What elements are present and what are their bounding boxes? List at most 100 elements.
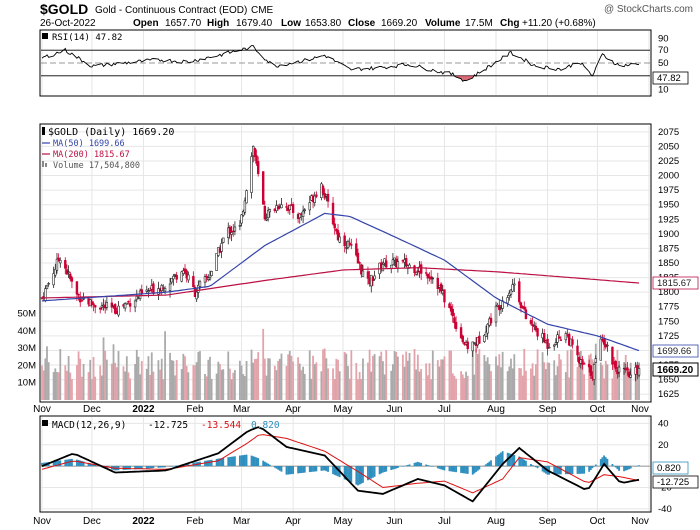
- volume-bar: [390, 370, 393, 400]
- close-value-box: 1669.20: [652, 362, 699, 377]
- x-axis-tick-label: Nov: [33, 404, 51, 415]
- volume-bar: [523, 348, 526, 400]
- x-axis-tick-label: Nov: [631, 516, 649, 527]
- candle-body: [553, 344, 556, 347]
- macd-histogram-bar: [207, 460, 210, 467]
- volume-bar: [448, 350, 451, 400]
- macd-histogram-bar: [591, 466, 594, 469]
- candle-body: [291, 204, 295, 213]
- volume-bar: [174, 375, 176, 400]
- volume-bar: [535, 364, 537, 400]
- rsi-tick-label: 10: [658, 85, 669, 96]
- macd-histogram-bar: [262, 460, 265, 467]
- macd-histogram-bar: [380, 466, 383, 474]
- candle-body: [554, 342, 558, 345]
- volume-bar: [255, 358, 258, 400]
- volume-bar: [220, 369, 223, 400]
- macd-histogram-bar: [613, 465, 615, 467]
- x-axis-tick-label: Apr: [285, 404, 301, 415]
- candle-body: [557, 336, 561, 339]
- rsi-value-box: 47.82: [652, 71, 689, 85]
- volume-bar: [553, 360, 556, 400]
- macd-histogram-bar: [357, 466, 359, 486]
- x-axis-tick-label: 2022: [132, 404, 155, 415]
- ma200-legend-text: MA(200) 1815.67: [53, 150, 130, 160]
- macd-histogram-bar: [405, 465, 408, 467]
- volume-bar: [134, 363, 137, 400]
- candle-body: [203, 276, 207, 283]
- volume-bar: [320, 371, 323, 400]
- volume-bar: [125, 356, 128, 400]
- volume-bar: [500, 367, 502, 400]
- macd-histogram-bar: [298, 466, 301, 474]
- volume-bar: [571, 349, 574, 400]
- volume-bar: [160, 358, 163, 400]
- axis-labels: Nov Nov Dec Dec 2022 2022 Feb Feb Mar Mar Apr Apr Ma…: [18, 33, 680, 527]
- macd-histogram-bar: [312, 466, 314, 472]
- volume-bar: [471, 349, 474, 400]
- volume-bar: [490, 371, 492, 400]
- volume-bar: [358, 371, 361, 400]
- candle-body: [637, 368, 641, 376]
- volume-bar: [240, 365, 243, 400]
- macd-histogram-bar: [315, 466, 318, 472]
- volume-bar: [52, 372, 55, 400]
- volume-bar: [401, 354, 404, 400]
- volume-bar: [297, 357, 300, 400]
- volume-bar: [485, 361, 487, 400]
- macd-histogram-bar: [162, 466, 165, 468]
- candle-body: [157, 288, 160, 295]
- price-tick-label: 1950: [658, 200, 679, 211]
- price-tick-label: 1750: [658, 316, 679, 327]
- macd-histogram-bar: [302, 466, 304, 473]
- macd-histogram-bar: [240, 455, 243, 467]
- macd-histogram-bar: [268, 464, 271, 467]
- volume-bar: [541, 352, 544, 400]
- macd-histogram-bar: [441, 466, 444, 470]
- macd-histogram-bar: [134, 466, 137, 470]
- macd-histogram-bar: [513, 454, 516, 467]
- macd-histogram-bar: [230, 456, 233, 467]
- volume-bar: [277, 360, 280, 400]
- macd-histogram-bar: [593, 466, 596, 467]
- x-axis-tick-label: Jul: [438, 516, 451, 527]
- volume-bar: [57, 372, 60, 400]
- macd-histogram-bar: [396, 466, 399, 468]
- volume-bar: [350, 350, 353, 400]
- macd-histogram-bar: [638, 465, 640, 467]
- macd-histogram-bar: [139, 466, 142, 469]
- candle-body: [117, 305, 120, 316]
- volume-bar: [506, 371, 509, 400]
- volume-legend-swatch: [42, 161, 44, 167]
- candle-body: [47, 283, 50, 285]
- candle-body: [414, 272, 418, 275]
- volume-bar: [150, 352, 153, 400]
- macd-histogram-bar: [508, 453, 511, 467]
- macd-histogram-bar: [438, 466, 441, 469]
- candle-body: [358, 262, 361, 264]
- macd-histogram-bar: [473, 466, 476, 474]
- volume-bar: [510, 358, 512, 400]
- rsi-line: [41, 45, 640, 82]
- volume-bar: [44, 358, 47, 400]
- rsi-legend: RSI(14) 47.82: [42, 33, 122, 43]
- volume-bar: [117, 351, 120, 400]
- volume-bar: [327, 368, 329, 400]
- volume-bar: [564, 372, 567, 400]
- volume-bar: [298, 363, 301, 400]
- macd-value-frame: [652, 475, 699, 489]
- volume-bar: [285, 365, 288, 400]
- macd-histogram-bar: [636, 465, 639, 467]
- volume-bar: [230, 379, 233, 400]
- candle-body: [439, 283, 443, 292]
- macd-histogram-bar: [322, 466, 324, 471]
- volume-bar: [322, 349, 324, 400]
- candle-body: [255, 155, 258, 164]
- volume-bar: [588, 355, 591, 400]
- macd-histogram-bar: [624, 466, 627, 471]
- volume-bar: [227, 351, 230, 400]
- volume-bar: [71, 379, 73, 400]
- candle-body: [321, 185, 325, 194]
- volume-bar: [308, 350, 311, 400]
- price-tick-label: 1975: [658, 185, 679, 196]
